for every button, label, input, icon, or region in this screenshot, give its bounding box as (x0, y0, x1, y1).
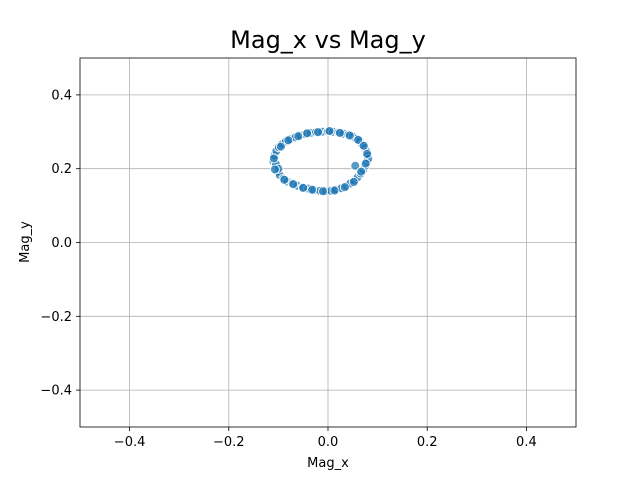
data-point (302, 128, 313, 139)
data-point (293, 131, 304, 142)
chart-title: Mag_x vs Mag_y (230, 26, 426, 54)
data-point (360, 158, 371, 169)
x-axis-label: Mag_x (307, 456, 349, 471)
data-point (344, 130, 355, 141)
data-point (362, 148, 373, 159)
x-tick-label: −0.4 (114, 435, 146, 450)
y-tick-label: 0.4 (51, 88, 72, 103)
data-points (268, 126, 374, 197)
x-tick-label: −0.2 (213, 435, 245, 450)
y-tick-label: −0.4 (40, 384, 72, 399)
axis-ticks: −0.4 −0.2 0.0 0.2 0.4 −0.4 −0.2 0.0 0.2 0.4 (40, 88, 536, 450)
data-point (307, 184, 318, 195)
data-point (269, 164, 280, 175)
x-tick-label: 0.0 (318, 435, 339, 450)
data-point (334, 127, 345, 138)
data-point (356, 166, 367, 177)
data-point (358, 140, 369, 151)
grid (80, 58, 576, 427)
data-point (324, 126, 335, 137)
data-point (268, 153, 279, 164)
data-point (350, 160, 361, 171)
data-point (283, 135, 294, 146)
data-point (298, 182, 309, 193)
data-point (329, 185, 340, 196)
data-point (275, 141, 286, 152)
y-tick-label: 0.2 (51, 162, 72, 177)
data-point (279, 174, 290, 185)
x-tick-label: 0.2 (417, 435, 438, 450)
y-axis-label: Mag_y (18, 221, 33, 263)
data-point (318, 186, 328, 197)
data-point (313, 127, 324, 138)
y-tick-label: 0.0 (51, 236, 72, 251)
data-point (339, 182, 350, 193)
data-point (288, 179, 299, 190)
y-tick-label: −0.2 (40, 310, 72, 325)
data-point (348, 177, 359, 187)
x-tick-label: 0.4 (516, 435, 537, 450)
